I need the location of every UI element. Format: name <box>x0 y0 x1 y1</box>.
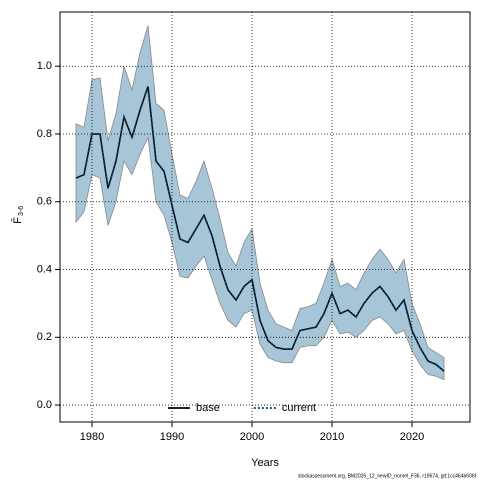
series-line <box>75 86 445 372</box>
y-tick-label: 0.6 <box>37 196 52 208</box>
y-axis-label-group: F̄ 3-6 <box>11 206 25 224</box>
x-tick-label: 2000 <box>240 431 264 443</box>
legend-label: current <box>282 402 316 414</box>
y-tick-label: 0.2 <box>37 331 52 343</box>
y-axis-label-sub: 3-6 <box>18 206 25 216</box>
x-tick-label: 1980 <box>80 431 104 443</box>
y-tick-label: 0.8 <box>37 128 52 140</box>
confidence-band <box>75 25 445 381</box>
y-tick-label: 0.4 <box>37 263 52 275</box>
x-tick-label: 2010 <box>320 431 344 443</box>
y-axis-label: F̄ <box>11 217 24 224</box>
x-tick-label: 2020 <box>400 431 424 443</box>
y-tick-label: 1.0 <box>37 60 52 72</box>
y-tick-label: 0.0 <box>37 399 52 411</box>
x-axis-label: Years <box>251 457 279 469</box>
legend-label: base <box>196 402 220 414</box>
plot-frame <box>59 11 471 423</box>
x-tick-label: 1990 <box>160 431 184 443</box>
footnote: stockassessment.org, BM2026_12_newID_non… <box>298 473 477 479</box>
